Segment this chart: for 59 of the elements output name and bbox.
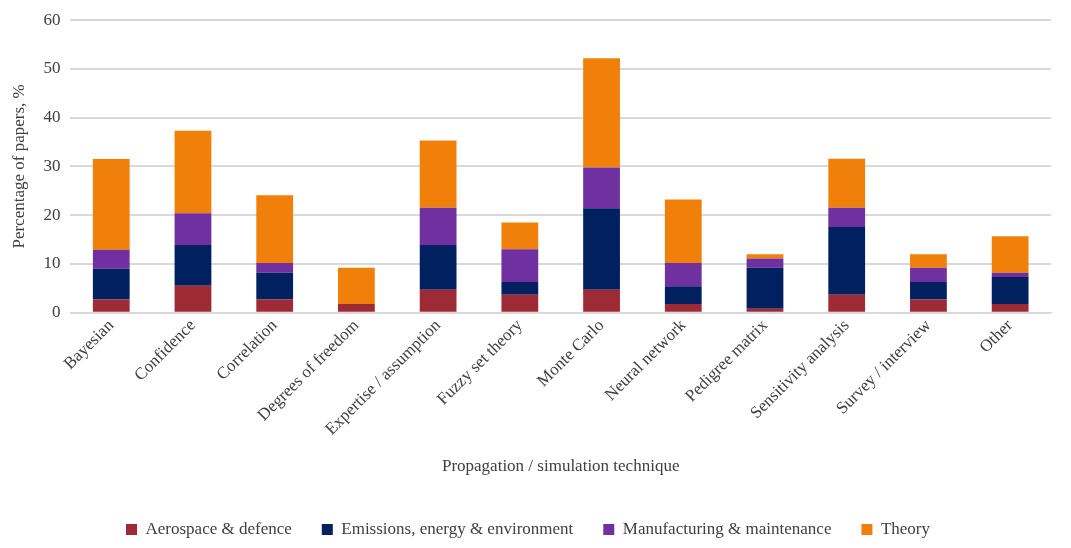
bar [419,207,457,245]
bar [746,267,784,309]
y-axis-title: Percentage of papers, % [8,84,28,249]
bar [910,281,947,300]
bar [664,199,702,263]
bar [256,195,294,263]
bar [92,268,130,300]
bar [664,262,702,287]
bar [174,130,212,214]
legend-label: Manufacturing & maintenance [622,518,832,538]
y-tick-label: 50 [43,58,61,78]
bar [583,58,620,168]
bar [828,294,866,312]
bar [501,294,539,312]
bar [910,254,947,268]
bar [256,272,294,300]
bar [501,222,539,250]
bar [256,299,294,312]
y-tick-label: 20 [43,204,61,224]
bar [583,167,620,209]
bar [746,258,784,268]
bar [828,158,866,208]
bar [583,289,620,312]
bar [910,267,947,282]
legend-label: Theory [880,518,931,538]
bar [828,226,866,295]
legend-label: Aerospace & defence [145,518,292,538]
bar [664,286,702,304]
y-tick-label: 30 [43,155,61,175]
x-axis-title: Propagation / simulation technique [441,456,680,476]
bar [746,254,784,259]
legend-label: Emissions, energy & environment [341,518,574,538]
bar [174,244,212,286]
y-tick-label: 60 [43,9,61,29]
bar [746,308,784,312]
y-tick-label: 0 [51,302,61,322]
bar [991,303,1029,312]
y-tick-label: 40 [43,107,61,127]
bar [174,285,212,312]
bar [910,299,947,312]
bar [256,262,294,273]
bar [991,277,1029,304]
bar [92,159,130,250]
bar [419,140,457,208]
bar [174,213,212,245]
bar [991,272,1029,278]
bar [419,244,457,290]
bar [338,267,375,304]
bar [92,249,130,269]
bar [991,236,1029,273]
bar [419,289,457,312]
bar [501,249,539,282]
bar [664,303,702,312]
bar [828,207,866,227]
bar [338,303,375,312]
bar [583,208,620,290]
bar [92,299,130,312]
bar [501,281,539,295]
y-tick-label: 10 [43,253,61,273]
